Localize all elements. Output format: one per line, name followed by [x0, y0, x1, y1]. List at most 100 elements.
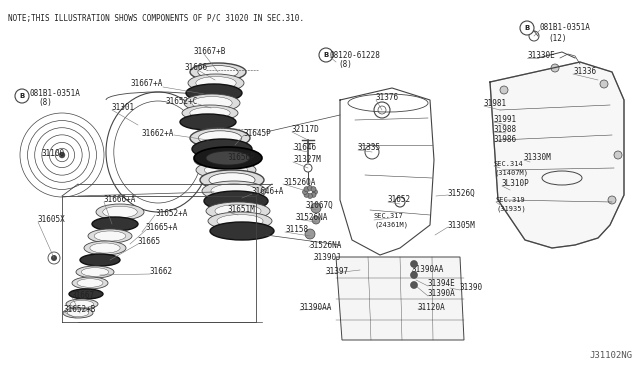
- Circle shape: [319, 48, 333, 62]
- Text: 31645P: 31645P: [244, 128, 272, 138]
- Ellipse shape: [192, 139, 252, 159]
- Ellipse shape: [182, 105, 238, 121]
- Circle shape: [614, 151, 622, 159]
- Text: 31526NA: 31526NA: [309, 241, 341, 250]
- Text: (31935): (31935): [496, 206, 525, 212]
- Text: 31158: 31158: [285, 225, 308, 234]
- Ellipse shape: [76, 266, 114, 278]
- Text: 31390AA: 31390AA: [300, 304, 332, 312]
- Text: 31986: 31986: [494, 135, 517, 144]
- Text: 31667+B: 31667+B: [194, 48, 226, 57]
- Ellipse shape: [84, 241, 126, 255]
- Circle shape: [303, 189, 307, 195]
- Ellipse shape: [66, 299, 98, 309]
- Ellipse shape: [202, 181, 266, 201]
- Text: (8): (8): [338, 61, 352, 70]
- Text: 31667: 31667: [72, 291, 95, 299]
- Circle shape: [51, 255, 57, 261]
- Text: B: B: [19, 93, 24, 99]
- Text: 31390J: 31390J: [314, 253, 342, 263]
- Circle shape: [551, 64, 559, 72]
- Ellipse shape: [188, 74, 244, 92]
- Circle shape: [410, 260, 417, 267]
- Ellipse shape: [96, 204, 144, 220]
- Ellipse shape: [190, 107, 230, 119]
- Text: 31667+A: 31667+A: [131, 80, 163, 89]
- Ellipse shape: [196, 77, 236, 90]
- Ellipse shape: [180, 114, 236, 130]
- Text: 31652: 31652: [388, 196, 411, 205]
- Text: 31981: 31981: [484, 99, 507, 109]
- Ellipse shape: [215, 205, 261, 218]
- Text: 31390A: 31390A: [428, 289, 456, 298]
- Ellipse shape: [198, 65, 238, 78]
- Text: SEC.314: SEC.314: [494, 161, 524, 167]
- Polygon shape: [336, 257, 464, 340]
- Text: (8): (8): [38, 99, 52, 108]
- Text: J31102NG: J31102NG: [589, 351, 632, 360]
- Ellipse shape: [208, 212, 272, 230]
- Ellipse shape: [102, 206, 138, 218]
- Ellipse shape: [217, 215, 263, 228]
- Circle shape: [311, 187, 316, 192]
- Text: NOTE;THIS ILLUSTRATION SHOWS COMPONENTS OF P/C 31020 IN SEC.310.: NOTE;THIS ILLUSTRATION SHOWS COMPONENTS …: [8, 14, 304, 23]
- Text: 31390: 31390: [460, 283, 483, 292]
- Circle shape: [608, 196, 616, 204]
- Text: 31330E: 31330E: [527, 51, 555, 61]
- Text: 31662+A: 31662+A: [141, 128, 174, 138]
- Circle shape: [311, 192, 316, 197]
- Ellipse shape: [184, 94, 240, 112]
- Text: 31336: 31336: [573, 67, 596, 77]
- Ellipse shape: [88, 229, 132, 243]
- Text: 31651M: 31651M: [228, 205, 256, 215]
- Text: 31301: 31301: [112, 103, 135, 112]
- Text: B: B: [323, 52, 328, 58]
- Ellipse shape: [190, 63, 246, 81]
- Text: 31646: 31646: [293, 142, 316, 151]
- Ellipse shape: [206, 151, 250, 165]
- Ellipse shape: [72, 277, 108, 289]
- Text: 31656P: 31656P: [228, 153, 256, 161]
- Ellipse shape: [67, 310, 89, 317]
- Text: 31390AA: 31390AA: [412, 266, 444, 275]
- Text: (24361M): (24361M): [374, 222, 408, 228]
- Text: 31100: 31100: [42, 148, 65, 157]
- Text: SEC.317: SEC.317: [374, 213, 404, 219]
- Ellipse shape: [196, 161, 256, 179]
- Ellipse shape: [211, 184, 257, 198]
- Ellipse shape: [202, 154, 246, 167]
- Circle shape: [520, 21, 534, 35]
- Circle shape: [59, 152, 65, 158]
- Text: SEC.319: SEC.319: [496, 197, 525, 203]
- Text: 31665: 31665: [138, 237, 161, 247]
- Text: 31652+B: 31652+B: [64, 305, 97, 314]
- Ellipse shape: [90, 243, 120, 253]
- Text: (12): (12): [548, 33, 566, 42]
- Circle shape: [15, 89, 29, 103]
- Ellipse shape: [192, 96, 232, 109]
- Ellipse shape: [94, 231, 126, 241]
- Text: 31120A: 31120A: [418, 302, 445, 311]
- Ellipse shape: [81, 268, 109, 276]
- Text: 31305M: 31305M: [448, 221, 476, 230]
- Ellipse shape: [200, 170, 264, 190]
- Ellipse shape: [70, 301, 93, 308]
- Text: 32117D: 32117D: [292, 125, 320, 135]
- Text: 31067Q: 31067Q: [306, 201, 333, 209]
- Text: 31327M: 31327M: [293, 155, 321, 164]
- Circle shape: [307, 193, 312, 199]
- Text: 31662: 31662: [150, 267, 173, 276]
- Ellipse shape: [186, 84, 242, 102]
- Text: 31666+A: 31666+A: [104, 196, 136, 205]
- Ellipse shape: [190, 128, 250, 148]
- Ellipse shape: [210, 222, 274, 240]
- Text: (31407M): (31407M): [494, 170, 528, 176]
- Text: 31335: 31335: [358, 144, 381, 153]
- Text: 31394E: 31394E: [428, 279, 456, 289]
- Ellipse shape: [209, 173, 255, 187]
- Polygon shape: [490, 62, 624, 248]
- Text: 31665+A: 31665+A: [146, 224, 179, 232]
- Text: 31526Q: 31526Q: [448, 189, 476, 198]
- Text: 3L310P: 3L310P: [502, 180, 530, 189]
- Text: B: B: [524, 25, 530, 31]
